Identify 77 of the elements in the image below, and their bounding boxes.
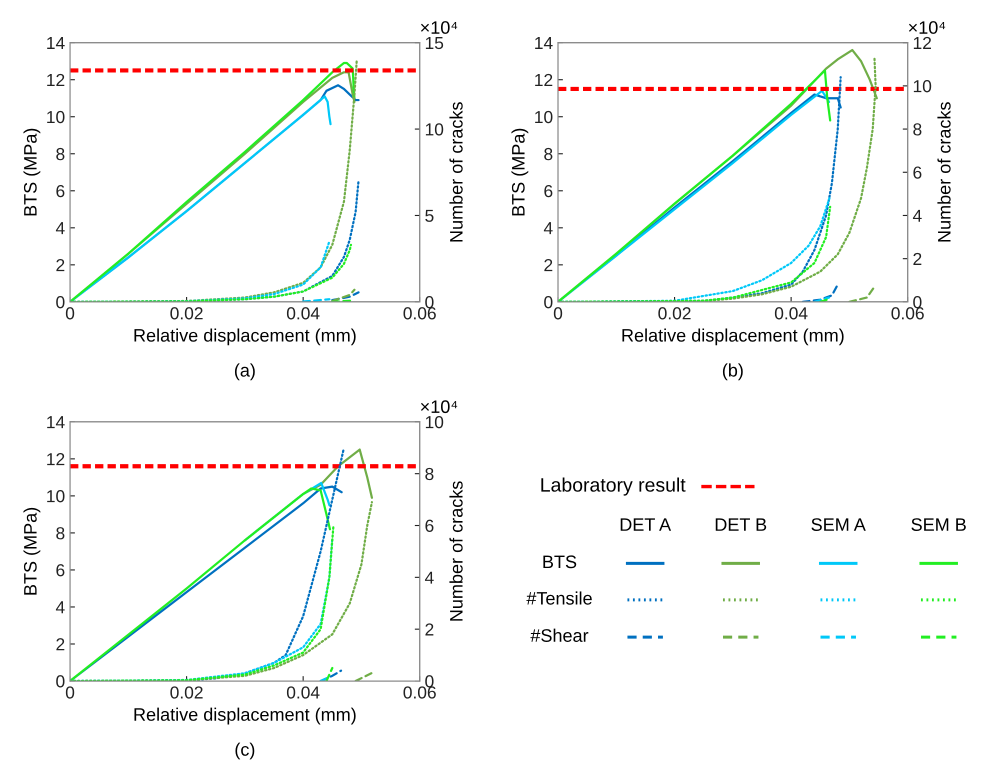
text: SEM B bbox=[911, 518, 966, 531]
y-tick-label: 6 bbox=[56, 564, 64, 576]
text: (c) bbox=[235, 742, 254, 760]
y-tick-label: 14 bbox=[47, 37, 65, 49]
text: DET A bbox=[620, 518, 672, 531]
x-axis-title: Relative displacement (mm) bbox=[134, 328, 356, 346]
y-tick-label: 12 bbox=[47, 453, 64, 466]
y2-axis-title: Number of cracks bbox=[937, 102, 951, 242]
y2-tick-label: 10 bbox=[426, 416, 444, 428]
y2-tick-label: 8 bbox=[425, 468, 434, 480]
text: #Shear bbox=[530, 628, 588, 642]
x-tick-label: 0 bbox=[66, 686, 74, 699]
y2-axis-title: Number of cracks bbox=[449, 481, 463, 621]
text: ×10⁴ bbox=[420, 400, 458, 414]
x-axis-title: Relative displacement (mm) bbox=[622, 328, 844, 346]
y-axis-title: BTS (MPa) bbox=[23, 508, 40, 595]
y2-axis-title: Number of cracks bbox=[449, 102, 463, 242]
y-tick-label: 8 bbox=[56, 148, 64, 160]
text: (a) bbox=[234, 363, 255, 380]
x-tick-label: 0 bbox=[554, 307, 562, 320]
text: SEM A bbox=[811, 518, 866, 531]
x-tick-label: 0.04 bbox=[286, 686, 320, 699]
y-tick-label: 4 bbox=[56, 601, 65, 614]
y2-tick-label: 10 bbox=[914, 80, 932, 92]
x-tick-label: 0.06 bbox=[403, 307, 436, 320]
text: DET B bbox=[716, 518, 766, 531]
y-tick-label: 4 bbox=[56, 222, 65, 234]
y-tick-label: 8 bbox=[544, 148, 552, 160]
x-axis-title: Relative displacement (mm) bbox=[134, 708, 356, 724]
y2-tick-label: 6 bbox=[913, 166, 922, 179]
x-tick-label: 0.02 bbox=[658, 307, 691, 320]
y-tick-label: 2 bbox=[56, 638, 64, 650]
y2-tick-label: 0 bbox=[913, 296, 922, 308]
y2-tick-label: 10 bbox=[426, 123, 444, 136]
x-tick-label: 0.04 bbox=[774, 307, 808, 320]
y2-tick-label: 6 bbox=[425, 520, 434, 532]
y2-tick-label: 2 bbox=[913, 252, 922, 265]
text: ×10⁴ bbox=[420, 21, 458, 34]
y2-tick-label: 12 bbox=[914, 36, 931, 49]
y2-tick-label: 4 bbox=[424, 572, 434, 584]
y2-tick-label: 15 bbox=[426, 37, 444, 50]
line-series bbox=[802, 283, 839, 302]
text: BTS bbox=[543, 555, 576, 568]
text: ×10⁴ bbox=[908, 21, 946, 34]
y-axis-title: BTS (MPa) bbox=[511, 128, 528, 216]
y2-tick-label: 0 bbox=[425, 675, 434, 688]
x-tick-label: 0.06 bbox=[403, 686, 436, 699]
y-tick-label: 2 bbox=[544, 259, 552, 272]
text: (b) bbox=[722, 363, 743, 380]
y-tick-label: 0 bbox=[56, 296, 64, 308]
x-tick-label: 0 bbox=[66, 307, 74, 320]
text: #Tensile bbox=[526, 591, 592, 605]
y-tick-label: 14 bbox=[535, 37, 553, 49]
y-tick-label: 12 bbox=[47, 74, 64, 86]
y-tick-label: 2 bbox=[56, 259, 64, 272]
legend-label: Laboratory result bbox=[541, 477, 686, 496]
x-tick-label: 0.02 bbox=[170, 307, 203, 320]
x-tick-label: 0.02 bbox=[170, 686, 203, 699]
y-tick-label: 6 bbox=[544, 184, 552, 198]
y-tick-label: 0 bbox=[56, 675, 64, 688]
y2-tick-label: 8 bbox=[913, 123, 922, 136]
y-tick-label: 10 bbox=[47, 110, 64, 124]
y-tick-label: 14 bbox=[47, 416, 65, 428]
y-tick-label: 8 bbox=[56, 527, 64, 540]
y-tick-label: 4 bbox=[544, 222, 553, 234]
x-tick-label: 0.06 bbox=[891, 307, 924, 320]
x-tick-label: 0.04 bbox=[286, 307, 320, 320]
y-tick-label: 12 bbox=[535, 74, 552, 86]
y-tick-label: 10 bbox=[47, 490, 64, 502]
y2-tick-label: 4 bbox=[912, 210, 922, 222]
y-tick-label: 0 bbox=[544, 296, 552, 308]
y2-tick-label: 5 bbox=[425, 210, 434, 222]
y-tick-label: 6 bbox=[56, 184, 64, 198]
y2-tick-label: 2 bbox=[425, 623, 434, 636]
y-tick-label: 10 bbox=[535, 110, 552, 124]
y2-tick-label: 0 bbox=[425, 296, 434, 308]
y-axis-title: BTS (MPa) bbox=[23, 128, 40, 216]
